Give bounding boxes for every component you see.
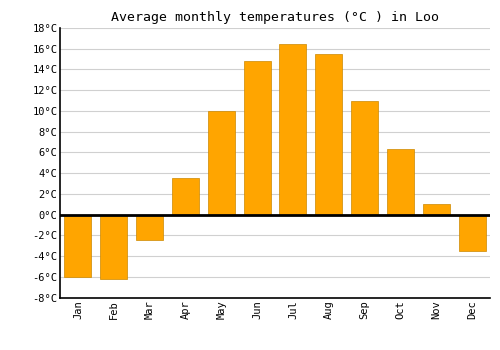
Bar	[316, 54, 342, 215]
Bar	[64, 215, 92, 277]
Bar	[244, 61, 270, 215]
Bar	[387, 149, 414, 215]
Bar	[136, 215, 163, 240]
Title: Average monthly temperatures (°C ) in Loo: Average monthly temperatures (°C ) in Lo…	[111, 11, 439, 24]
Bar	[351, 100, 378, 215]
Bar	[172, 178, 199, 215]
Bar	[208, 111, 234, 215]
Bar	[458, 215, 485, 251]
Bar	[100, 215, 127, 279]
Bar	[423, 204, 450, 215]
Bar	[280, 43, 306, 215]
